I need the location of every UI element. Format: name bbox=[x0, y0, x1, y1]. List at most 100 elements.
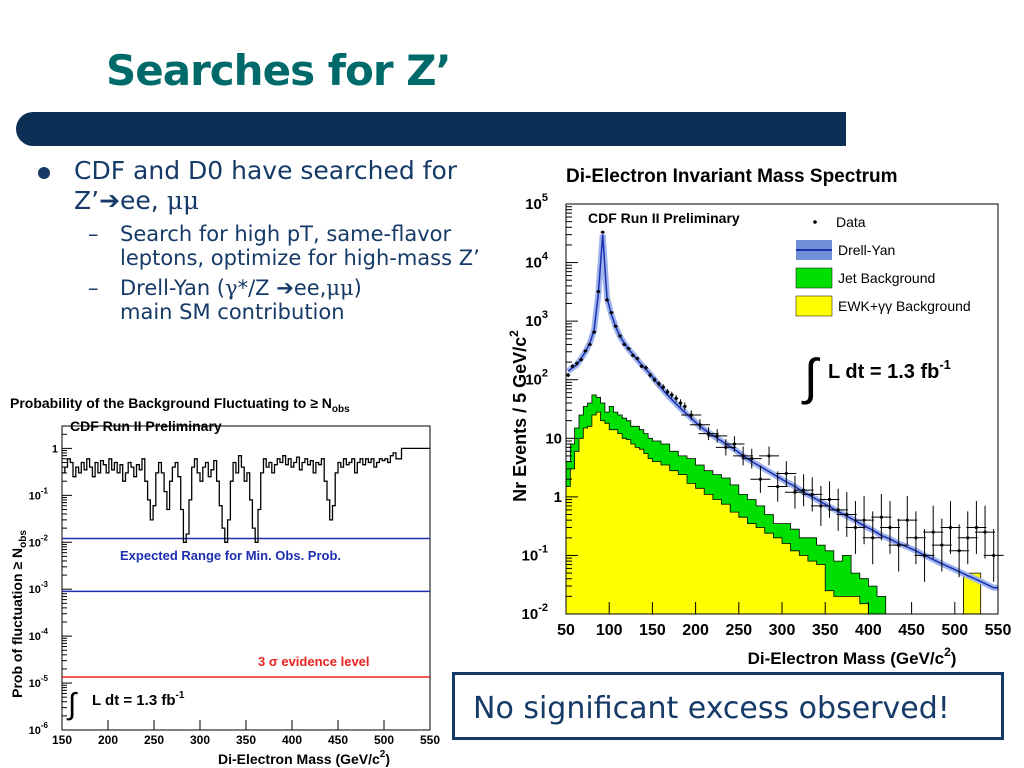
spectrum-y-tick-label: 1 bbox=[554, 489, 562, 506]
data-point bbox=[706, 432, 711, 436]
data-point bbox=[631, 353, 635, 358]
sub-bullet-2-text-mid: */Z bbox=[237, 276, 277, 300]
arrow-icon: ➔ bbox=[276, 276, 294, 300]
data-point bbox=[583, 349, 588, 353]
bullet-dot-icon bbox=[38, 167, 50, 179]
data-point bbox=[741, 454, 745, 458]
spectrum-y-tick-label: 104 bbox=[525, 251, 549, 272]
bullet-1-text-post: ee, bbox=[120, 186, 167, 215]
data-point bbox=[802, 488, 806, 492]
data-point bbox=[836, 508, 840, 512]
spectrum-x-tick-label: 300 bbox=[769, 622, 796, 639]
svg-text:Di-Electron Mass (GeV/c2): Di-Electron Mass (GeV/c2) bbox=[748, 645, 957, 668]
data-point bbox=[853, 525, 858, 530]
spectrum-ylabel: Nr Events / 5 GeV/c bbox=[510, 337, 530, 502]
data-point bbox=[810, 492, 814, 497]
spectrum-xlabel-sup: 2 bbox=[944, 645, 951, 659]
data-point bbox=[566, 373, 570, 377]
mass-spectrum-chart: Di-Electron Invariant Mass Spectrum 105 1… bbox=[507, 166, 1012, 668]
spectrum-ylabel-sup: 2 bbox=[507, 330, 521, 337]
data-point bbox=[665, 390, 670, 394]
data-point bbox=[618, 334, 622, 338]
arrow-icon: ➔ bbox=[99, 186, 121, 215]
probability-chart: Probability of the Background Fluctuatin… bbox=[9, 395, 440, 767]
data-point bbox=[784, 471, 788, 476]
legend-label-jet: Jet Background bbox=[838, 270, 935, 286]
data-point bbox=[644, 366, 648, 370]
legend-label-ewk: EWK+γγ Background bbox=[838, 298, 971, 314]
legend-data-marker-icon bbox=[813, 220, 817, 224]
data-point bbox=[767, 454, 771, 458]
integral-icon: ∫ bbox=[801, 349, 821, 405]
data-point bbox=[992, 553, 996, 558]
dash-icon: – bbox=[88, 276, 99, 300]
data-point bbox=[592, 330, 596, 334]
data-point bbox=[914, 536, 918, 540]
data-point bbox=[750, 456, 754, 461]
expected-range-label: Expected Range for Min. Obs. Prob. bbox=[120, 548, 341, 563]
prob-y-tick-label: 10-5 bbox=[29, 674, 49, 690]
prob-ylabel-sub: obs bbox=[18, 530, 29, 548]
data-point bbox=[609, 310, 613, 315]
spectrum-y-tick-label: 10-2 bbox=[522, 602, 548, 623]
data-point bbox=[957, 549, 961, 553]
data-point bbox=[724, 445, 728, 449]
sub-bullet-1: – Search for high pT, same-flavor lepton… bbox=[38, 222, 498, 270]
data-point bbox=[888, 525, 892, 530]
spectrum-x-tick-label: 550 bbox=[985, 622, 1012, 639]
prob-y-tick-label: 10-3 bbox=[29, 580, 49, 596]
data-point bbox=[948, 525, 953, 530]
data-point bbox=[862, 518, 866, 522]
prob-x-tick-label: 550 bbox=[420, 733, 440, 747]
data-point bbox=[575, 361, 579, 365]
spectrum-xlabel: Di-Electron Mass (GeV/c bbox=[748, 649, 945, 668]
bullet-1-text: CDF and D0 have searched for Z’ bbox=[74, 156, 458, 215]
sub-bullet-2-greek1: γ bbox=[225, 276, 238, 300]
data-point bbox=[940, 543, 944, 547]
svg-text:L dt = 1.3 fb-1: L dt = 1.3 fb-1 bbox=[828, 357, 951, 383]
data-point bbox=[827, 497, 832, 502]
spectrum-x-tick-label: 500 bbox=[941, 622, 968, 639]
spectrum-annotation: CDF Run II Preliminary bbox=[588, 210, 740, 226]
spectrum-y-tick-label: 102 bbox=[525, 368, 548, 389]
prob-annotation: CDF Run II Preliminary bbox=[70, 418, 222, 434]
prob-y-tick-label: 10-6 bbox=[29, 721, 49, 737]
data-point bbox=[879, 515, 883, 519]
sub-bullet-2-line2: main SM contribution bbox=[120, 300, 345, 324]
spectrum-y-tick-label: 105 bbox=[525, 192, 548, 213]
bullet-1: CDF and D0 have searched for Z’➔ee, μμ bbox=[38, 156, 498, 216]
data-point bbox=[683, 404, 687, 409]
data-point bbox=[871, 536, 875, 540]
prob-x-tick-label: 300 bbox=[190, 733, 210, 747]
sub-bullet-2-text: Drell-Yan ( bbox=[120, 276, 225, 300]
data-point bbox=[819, 504, 823, 508]
prob-x-tick-label: 500 bbox=[374, 733, 394, 747]
legend-label-drell-yan: Drell-Yan bbox=[838, 242, 895, 258]
spectrum-x-tick-label: 200 bbox=[682, 622, 709, 639]
spectrum-x-tick-label: 50 bbox=[557, 622, 575, 639]
data-point bbox=[657, 382, 661, 386]
spectrum-x-tick-label: 150 bbox=[639, 622, 666, 639]
spectrum-x-tick-label: 350 bbox=[812, 622, 839, 639]
svg-text:Nr Events / 5 GeV/c2: Nr Events / 5 GeV/c2 bbox=[507, 330, 530, 502]
spectrum-y-tick-label: 10-1 bbox=[522, 543, 548, 564]
data-point bbox=[678, 401, 683, 405]
data-point bbox=[674, 396, 678, 400]
data-point bbox=[627, 346, 631, 351]
prob-x-tick-label: 450 bbox=[328, 733, 348, 747]
prob-y-tick-label: 10-4 bbox=[29, 627, 49, 643]
data-point bbox=[622, 342, 626, 347]
data-point bbox=[640, 364, 644, 368]
slide-title: Searches for Z’ bbox=[106, 46, 452, 95]
prob-xlabel-sup: 2 bbox=[380, 749, 386, 760]
spectrum-y-tick-label: 103 bbox=[525, 309, 548, 330]
data-point bbox=[897, 543, 901, 547]
data-point bbox=[570, 364, 575, 368]
spectrum-xlabel-end: ) bbox=[951, 649, 957, 668]
title-underline-bar bbox=[16, 112, 846, 146]
svg-text:L dt = 1.3 fb-1: L dt = 1.3 fb-1 bbox=[92, 690, 185, 709]
data-point bbox=[974, 525, 978, 530]
data-point bbox=[698, 423, 702, 427]
